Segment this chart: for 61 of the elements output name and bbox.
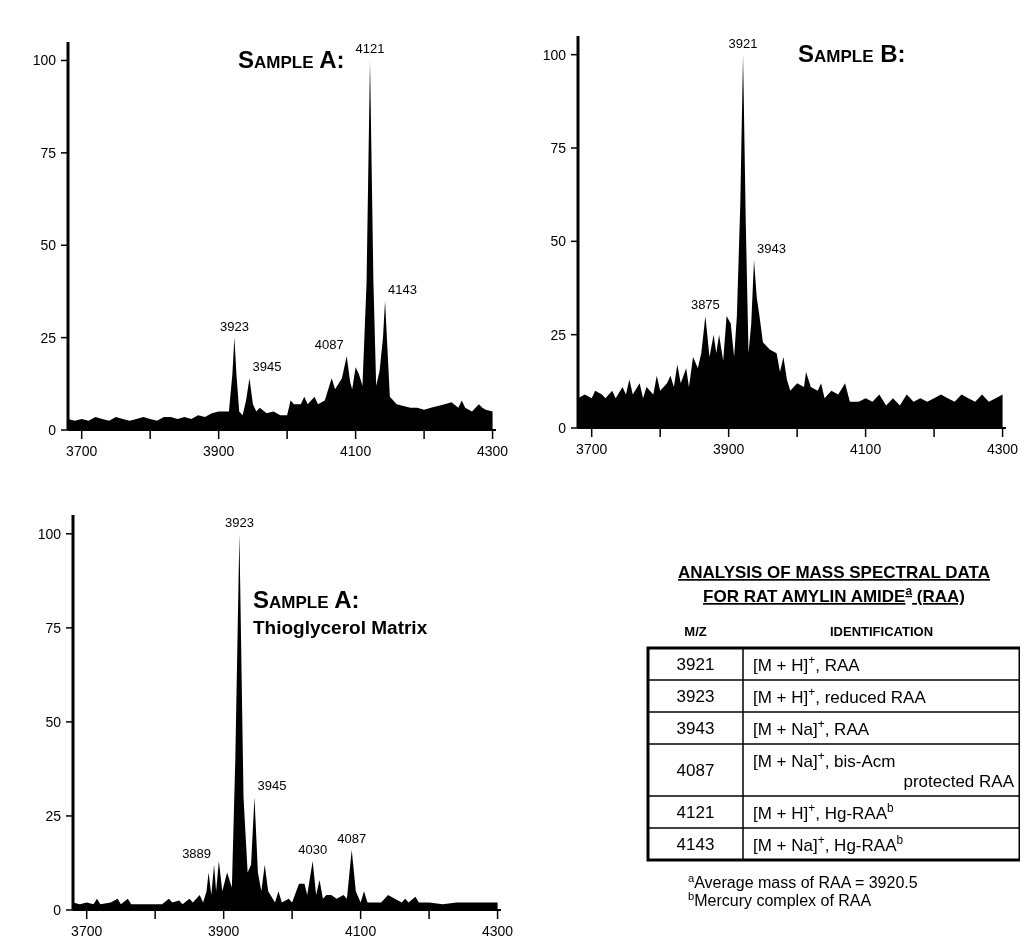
category-label: M/Z (684, 624, 707, 639)
category-label: 3923 (676, 686, 715, 706)
text: [M + H]$^{+}$, RAA (753, 653, 860, 675)
x-tick-label: 4100 (850, 441, 882, 457)
annotation: 4121 (355, 41, 385, 57)
annotation: 3943 (756, 241, 786, 256)
y-tick-label: 50 (40, 237, 57, 254)
y-tick-label: 0 (48, 421, 57, 438)
text: [M + H]$^{+}$, reduced RAA (753, 685, 926, 707)
x-tick-label: 3700 (71, 923, 103, 939)
y-tick-label: 75 (45, 619, 62, 636)
y-tick-label: 100 (37, 525, 62, 542)
y-tick-label: 25 (45, 807, 62, 824)
y-tick-label: 50 (550, 233, 567, 250)
y-tick-label: 100 (32, 52, 57, 69)
text: $^{a}$Average mass of RAA = 3920.5 (688, 872, 918, 891)
chart-title: Sample B: (798, 40, 906, 67)
x-tick-label: 3900 (713, 441, 745, 457)
annotation: 3923 (224, 514, 254, 530)
x-tick-label: 4300 (482, 923, 514, 939)
x-tick-label: 4100 (345, 923, 377, 939)
text: [M + Na]$^{+}$, bis-Acm protected RAA (753, 749, 1014, 791)
category-label: IDENTIFICATION (829, 624, 934, 639)
category-label: 4087 (676, 760, 715, 780)
annotation: 3889 (182, 845, 212, 861)
annotation: 4087 (337, 830, 367, 846)
annotation: 3875 (690, 297, 720, 312)
y-tick-label: 25 (40, 329, 57, 346)
text: [M + Na]$^{+}$, RAA (753, 717, 870, 739)
y-tick-label: 25 (550, 326, 567, 343)
y-tick-label: 0 (558, 419, 567, 436)
x-tick-label: 3900 (203, 443, 235, 459)
annotation: 4143 (388, 281, 417, 297)
category-label: 4121 (676, 802, 715, 822)
y-tick-label: 0 (53, 901, 62, 918)
x-tick-label: 4300 (987, 441, 1019, 457)
annotation: 3923 (219, 318, 249, 334)
annotation: 3945 (257, 778, 287, 794)
text: Thioglycerol Matrix (253, 617, 428, 638)
x-tick-label: 3900 (208, 923, 240, 939)
text: ANALYSIS OF MASS SPECTRAL DATA FOR RAT AMYLIN AMIDE$^{a}$ (RAA) (677, 563, 991, 606)
chart-title: Sample A: (238, 46, 345, 73)
x-tick-label: 3700 (576, 441, 608, 457)
text: Sample A: (253, 586, 360, 613)
annotation: 4030 (298, 842, 328, 858)
y-tick-label: 50 (45, 713, 62, 730)
category-label: 3943 (676, 718, 715, 738)
text: [M + Na]$^{+}$, Hg-RAA$^{b}$ (753, 833, 904, 855)
y-tick-label: 75 (40, 144, 57, 161)
x-tick-label: 4100 (340, 443, 372, 459)
category-label: 4143 (676, 834, 715, 854)
x-tick-label: 3700 (66, 443, 98, 459)
y-tick-label: 75 (550, 139, 567, 156)
x-tick-label: 4300 (477, 443, 509, 459)
annotation: 3921 (728, 35, 758, 51)
category-label: 3921 (676, 654, 715, 674)
text: $^{b}$Mercury complex of RAA (688, 890, 872, 909)
annotation: 3945 (252, 359, 282, 375)
text: [M + H]$^{+}$, Hg-RAA$^{b}$ (753, 801, 894, 823)
y-tick-label: 100 (542, 46, 567, 63)
annotation: 4087 (314, 337, 344, 353)
